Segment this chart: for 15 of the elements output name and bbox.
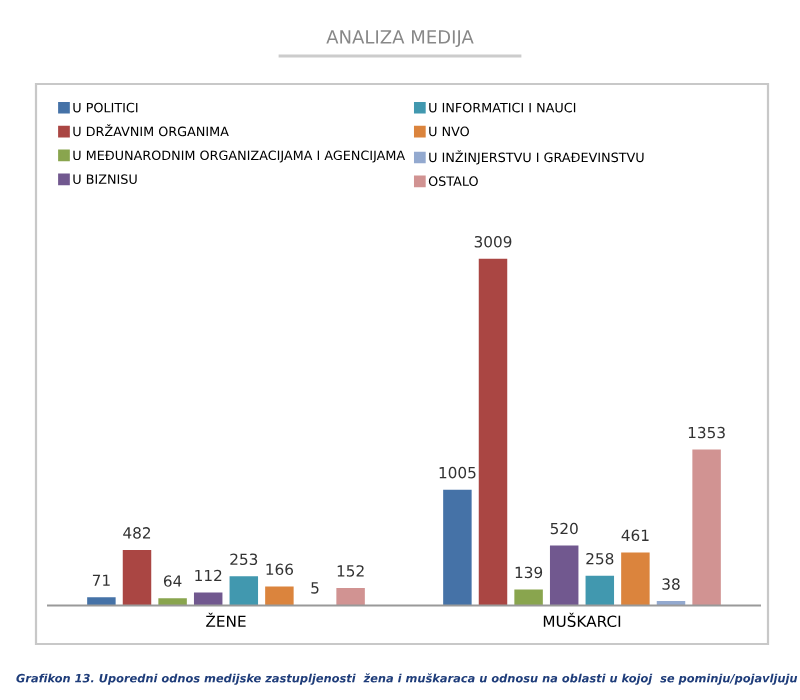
bar bbox=[193, 592, 223, 606]
bar bbox=[265, 586, 294, 606]
bar bbox=[692, 449, 721, 606]
bar bbox=[549, 545, 579, 606]
bar bbox=[443, 489, 472, 606]
chart-title: ANALIZA MEDIJA bbox=[326, 30, 474, 48]
bar bbox=[158, 598, 187, 606]
bar bbox=[514, 589, 543, 606]
bar bbox=[621, 552, 650, 606]
bar bbox=[122, 549, 152, 606]
bar bbox=[478, 258, 508, 606]
bar bbox=[585, 575, 615, 606]
bar bbox=[87, 597, 116, 606]
bar bbox=[336, 587, 365, 606]
bar bbox=[229, 576, 259, 606]
